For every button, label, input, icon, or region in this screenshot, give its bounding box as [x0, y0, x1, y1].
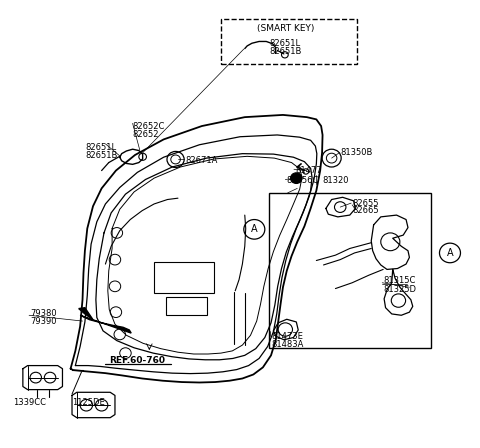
Text: 81477: 81477: [295, 166, 322, 175]
Bar: [269, 193, 431, 348]
Text: 82655: 82655: [352, 198, 379, 207]
Text: 82651L: 82651L: [270, 39, 301, 48]
Text: 82665: 82665: [352, 206, 379, 215]
Polygon shape: [79, 308, 93, 320]
Text: 79380: 79380: [30, 309, 57, 318]
Text: 81456C: 81456C: [286, 177, 319, 185]
Text: A: A: [251, 224, 258, 234]
Text: 82671A: 82671A: [185, 156, 217, 165]
Polygon shape: [80, 315, 131, 333]
Circle shape: [290, 173, 302, 184]
Text: 82651L: 82651L: [85, 143, 116, 152]
Text: 81315C: 81315C: [383, 276, 416, 285]
Text: 82652C: 82652C: [132, 122, 165, 131]
Text: 81473E: 81473E: [271, 332, 303, 340]
Bar: [154, 262, 214, 293]
Bar: [166, 297, 206, 315]
Text: (SMART KEY): (SMART KEY): [257, 25, 314, 34]
Text: 1125DE: 1125DE: [72, 398, 105, 408]
Text: 81483A: 81483A: [271, 340, 303, 349]
Bar: [221, 19, 357, 64]
Text: 82651B: 82651B: [85, 151, 117, 160]
Text: 81325D: 81325D: [383, 284, 416, 293]
Text: 1339CC: 1339CC: [13, 398, 46, 408]
Text: 79390: 79390: [30, 317, 57, 326]
Text: REF.60-760: REF.60-760: [109, 356, 166, 365]
Text: 81320: 81320: [322, 177, 348, 185]
Text: 81350B: 81350B: [340, 148, 372, 157]
Text: 82652: 82652: [132, 130, 159, 139]
Text: 82651B: 82651B: [269, 47, 301, 56]
Text: A: A: [447, 248, 453, 258]
